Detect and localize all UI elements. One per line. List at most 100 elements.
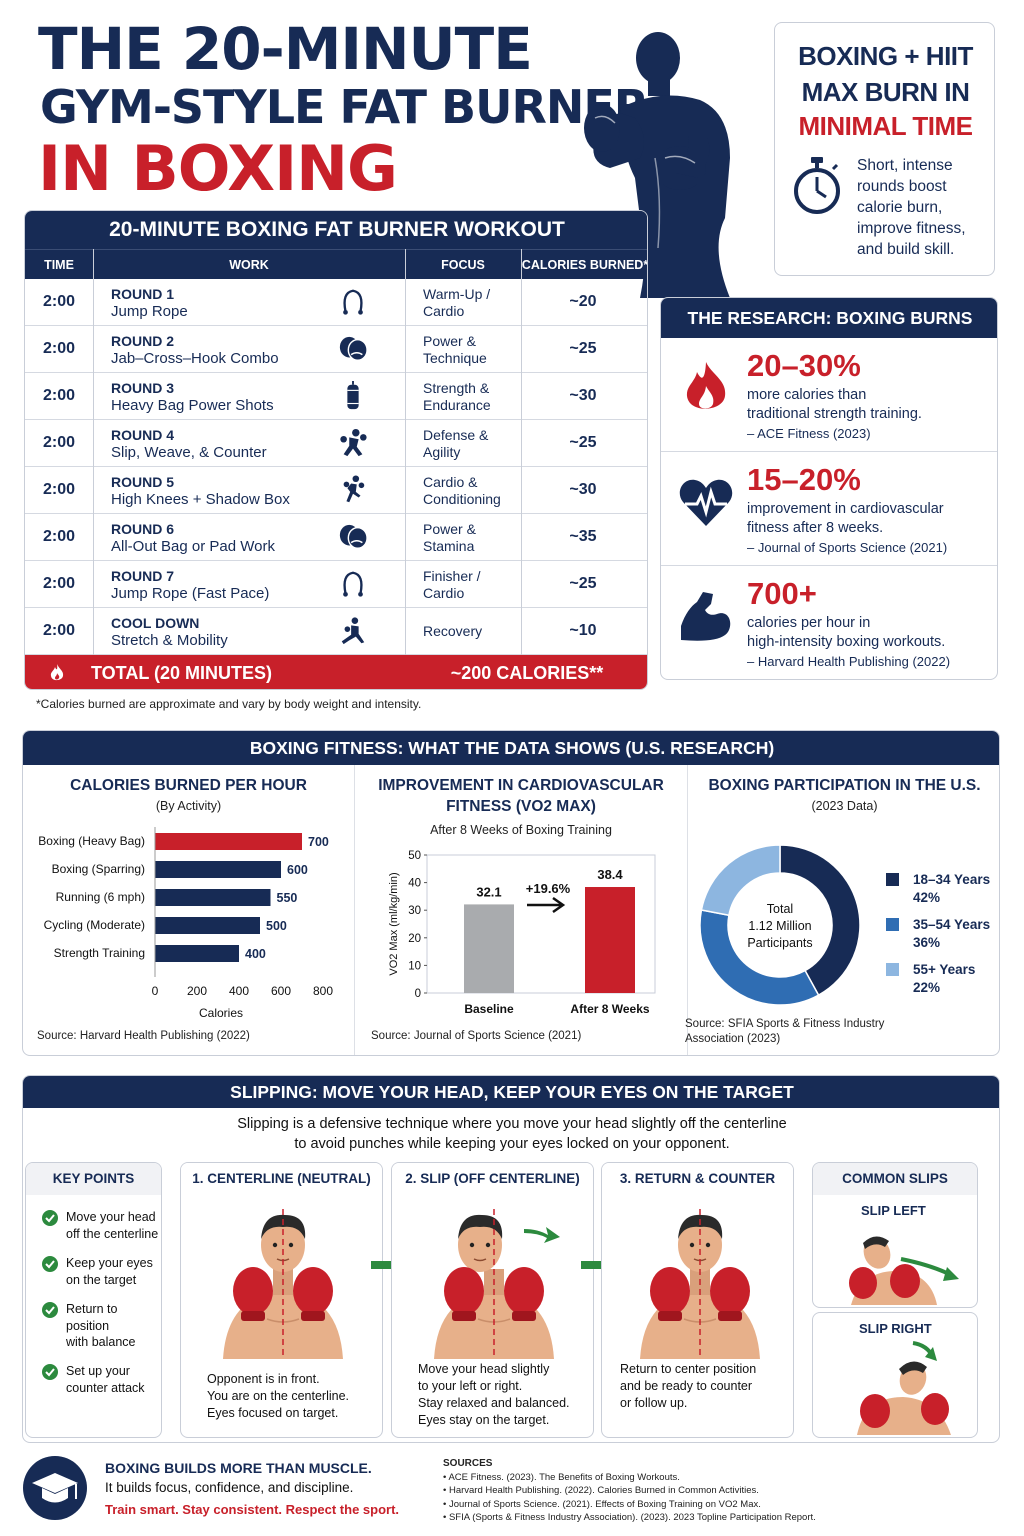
donut-slice bbox=[779, 844, 861, 997]
legend-swatch bbox=[886, 918, 899, 931]
chart3-title: BOXING PARTICIPATION IN THE U.S. bbox=[708, 777, 981, 794]
bar-value-label: 38.4 bbox=[597, 867, 623, 882]
chart1-source: Source: Harvard Health Publishing (2022) bbox=[37, 1030, 250, 1042]
donut-center-value: 1.12 Million bbox=[748, 919, 811, 933]
chart2-source: Source: Journal of Sports Science (2021) bbox=[371, 1030, 582, 1042]
stopwatch-icon bbox=[794, 157, 840, 214]
chart3-source: Source: SFIA Sports & Fitness Industry A… bbox=[685, 1018, 885, 1045]
chart1-title: CALORIES BURNED PER HOUR bbox=[70, 777, 307, 794]
row-calories: ~10 bbox=[569, 622, 597, 639]
calorie-footnote: *Calories burned are approximate and var… bbox=[36, 697, 422, 711]
bar-value-label: 600 bbox=[287, 863, 308, 877]
row-focus: Finisher / Cardio bbox=[423, 568, 481, 601]
row-time: 2:00 bbox=[42, 622, 76, 639]
step-slip-panel: 2. SLIP (OFF CENTERLINE) Move your head … bbox=[391, 1162, 594, 1438]
donut-center-label: Participants bbox=[747, 936, 812, 950]
row-work: ROUND 5 High Knees + Shadow Box bbox=[111, 474, 290, 508]
heavy-bag-icon bbox=[347, 381, 359, 410]
x-category-label: After 8 Weeks bbox=[570, 1002, 649, 1016]
y-tick-label: 40 bbox=[408, 878, 421, 890]
col-calories: CALORIES BURNED* bbox=[521, 258, 648, 272]
hiit-line-1: BOXING + HIIT bbox=[798, 41, 973, 71]
research-desc: more calories than traditional strength … bbox=[747, 387, 922, 441]
workout-row: 2:00 ROUND 7 Jump Rope (Fast Pace) Finisher… bbox=[25, 561, 647, 608]
bar bbox=[155, 889, 271, 906]
row-work: COOL DOWN Stretch & Mobility bbox=[111, 615, 228, 649]
research-card: THE RESEARCH: BOXING BURNS 20–30% more c… bbox=[660, 297, 998, 680]
boxer-slip-illustration bbox=[434, 1209, 554, 1359]
flame-icon bbox=[686, 362, 726, 409]
row-work: ROUND 6 All-Out Bag or Pad Work bbox=[111, 521, 275, 555]
bar bbox=[155, 861, 281, 878]
col-work: WORK bbox=[229, 258, 269, 272]
bar-value-label: 700 bbox=[308, 835, 329, 849]
research-item: 700+ calories per hour in high-intensity… bbox=[661, 566, 997, 679]
check-icon bbox=[42, 1302, 58, 1318]
y-tick-label: 50 bbox=[408, 850, 421, 862]
key-points-panel: KEY POINTS Move your head off the centerl… bbox=[25, 1162, 162, 1438]
key-points-title: KEY POINTS bbox=[26, 1163, 161, 1195]
common-slips-panel: COMMON SLIPS SLIP LEFT bbox=[812, 1162, 978, 1308]
x-axis-label: Calories bbox=[199, 1006, 243, 1020]
row-time: 2:00 bbox=[42, 434, 76, 451]
row-work: ROUND 3 Heavy Bag Power Shots bbox=[111, 380, 274, 414]
slip-right-illustration bbox=[857, 1341, 951, 1435]
row-time: 2:00 bbox=[42, 575, 76, 592]
row-time: 2:00 bbox=[42, 481, 76, 498]
col-focus: FOCUS bbox=[441, 258, 485, 272]
research-stat: 15–20% bbox=[747, 462, 861, 497]
gloves-icon bbox=[339, 524, 368, 549]
bar-category-label: Strength Training bbox=[54, 946, 145, 960]
y-tick-label: 10 bbox=[408, 960, 421, 972]
x-category-label: Baseline bbox=[464, 1002, 514, 1016]
chart2-title: IMPROVEMENT IN CARDIOVASCULAR FITNESS (V… bbox=[378, 777, 664, 815]
step-caption: Move your head slightly to your left or … bbox=[418, 1362, 570, 1427]
workout-table-header: TIME WORK FOCUS CALORIES BURNED* bbox=[25, 249, 648, 279]
change-annotation: +19.6% bbox=[526, 881, 571, 896]
footer-tagline: Train smart. Stay consistent. Respect th… bbox=[105, 1502, 400, 1517]
step-caption: Opponent is in front. You are on the cen… bbox=[207, 1372, 350, 1420]
row-time: 2:00 bbox=[42, 293, 76, 310]
title-line-3: IN BOXING bbox=[38, 132, 398, 205]
legend-swatch bbox=[886, 963, 899, 976]
y-tick-label: 30 bbox=[408, 905, 421, 917]
footer-headline: BOXING BUILDS MORE THAN MUSCLE. bbox=[105, 1460, 372, 1476]
row-work: ROUND 2 Jab–Cross–Hook Combo bbox=[111, 333, 279, 367]
slip-arrow-icon bbox=[524, 1227, 560, 1243]
workout-table: 20-MINUTE BOXING FAT BURNER WORKOUT TIME… bbox=[24, 210, 648, 690]
row-calories: ~30 bbox=[569, 481, 597, 498]
x-tick-label: 0 bbox=[152, 984, 159, 998]
legend-swatch bbox=[886, 873, 899, 886]
row-focus: Warm-Up / Cardio bbox=[423, 286, 491, 319]
x-tick-label: 200 bbox=[187, 984, 207, 998]
slipping-section: SLIPPING: MOVE YOUR HEAD, KEEP YOUR EYES… bbox=[22, 1075, 1000, 1443]
boxer-neutral-illustration bbox=[223, 1209, 343, 1359]
row-work: ROUND 1 Jump Rope bbox=[111, 286, 188, 320]
row-focus: Strength & Endurance bbox=[423, 380, 491, 413]
slip-left-illustration bbox=[849, 1236, 959, 1305]
step-return-panel: 3. RETURN & COUNTER Return to center pos… bbox=[601, 1162, 794, 1438]
step-title: 3. RETURN & COUNTER bbox=[602, 1163, 793, 1195]
workout-row: 2:00 ROUND 1 Jump Rope Warm-Up / Cardio ~20 bbox=[25, 279, 647, 326]
flame-icon bbox=[50, 664, 64, 681]
row-focus: Power & Stamina bbox=[423, 521, 476, 554]
row-calories: ~25 bbox=[569, 340, 597, 357]
legend-label: 35–54 Years bbox=[913, 917, 990, 932]
workout-row: 2:00 ROUND 6 All-Out Bag or Pad Work Power … bbox=[25, 514, 647, 561]
research-stat: 20–30% bbox=[747, 348, 861, 383]
hiit-line-3: MINIMAL TIME bbox=[798, 111, 973, 141]
bar bbox=[464, 904, 514, 993]
total-calories: ~200 CALORIES** bbox=[450, 663, 604, 683]
legend-label: 55+ Years bbox=[913, 962, 975, 977]
workout-row: 2:00 COOL DOWN Stretch & Mobility Recovery ~… bbox=[25, 608, 647, 655]
y-tick-label: 0 bbox=[415, 988, 421, 1000]
row-calories: ~25 bbox=[569, 575, 597, 592]
bar-value-label: 500 bbox=[266, 919, 287, 933]
row-focus: Recovery bbox=[423, 623, 483, 639]
donut-slice bbox=[699, 909, 820, 1006]
row-calories: ~25 bbox=[569, 434, 597, 451]
row-calories: ~35 bbox=[569, 528, 597, 545]
plot-frame bbox=[426, 854, 656, 994]
footer-subline: It builds focus, confidence, and discipl… bbox=[105, 1480, 354, 1495]
step-centerline-panel: 1. CENTERLINE (NEUTRAL) Opponent is in f… bbox=[180, 1162, 383, 1438]
